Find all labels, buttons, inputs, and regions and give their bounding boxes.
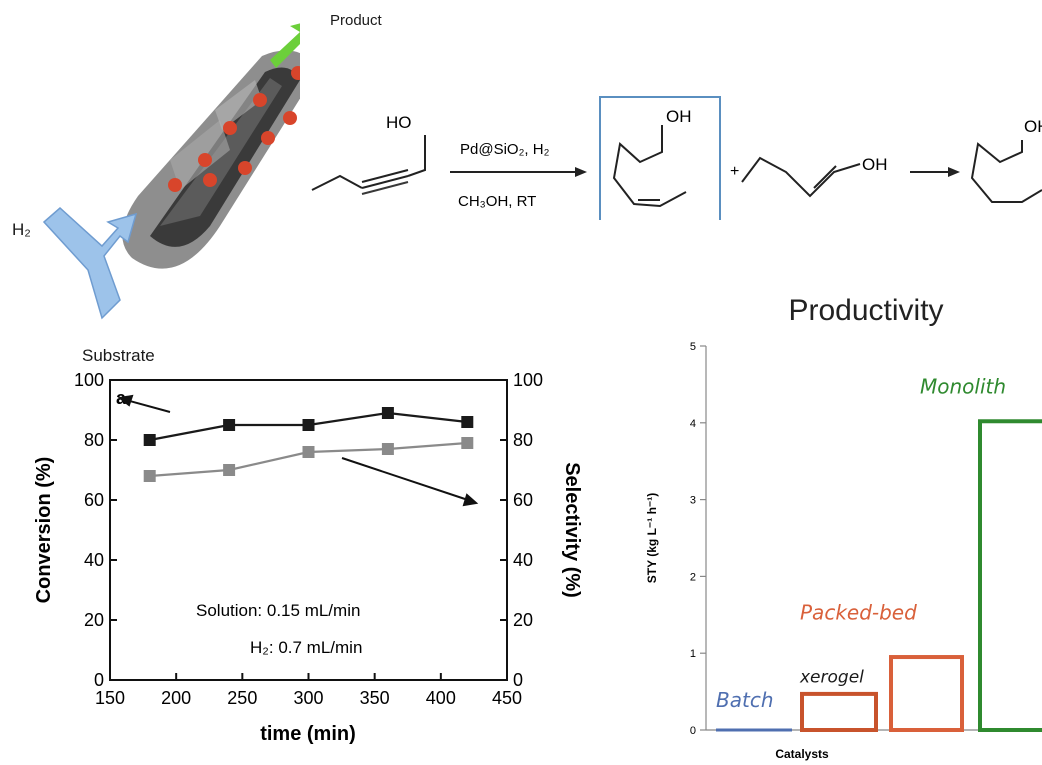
substrate-label: Substrate bbox=[82, 346, 155, 365]
right-axis-arrow bbox=[341, 457, 479, 507]
product-label: Product bbox=[330, 12, 382, 29]
y-tick-label: 5 bbox=[690, 341, 696, 353]
y-tick-label: 1 bbox=[690, 648, 696, 660]
x-tick-label: 300 bbox=[293, 688, 323, 708]
reagent-top: Pd@SiO₂, H₂ bbox=[460, 141, 550, 158]
category-label-xerogel: xerogel bbox=[799, 667, 864, 687]
cis-product-box bbox=[599, 96, 721, 220]
bar-packed-bed bbox=[889, 655, 964, 733]
y2-tick-label: 80 bbox=[513, 430, 533, 450]
inlet-arrow bbox=[42, 206, 138, 320]
bar-xerogel bbox=[800, 691, 878, 732]
y-axis-label: STY (kg L⁻¹ h⁻¹) bbox=[645, 493, 659, 583]
y-tick-label: 3 bbox=[690, 495, 696, 507]
y-tick-label: 0 bbox=[690, 725, 696, 737]
plus-sign: + bbox=[730, 163, 739, 180]
flow-reactor-illustration bbox=[42, 23, 300, 320]
y-tick-label: 4 bbox=[690, 418, 696, 430]
y-tick-label: 60 bbox=[84, 490, 104, 510]
y2-tick-label: 40 bbox=[513, 550, 533, 570]
cis-product-structure bbox=[612, 125, 687, 208]
y-tick-label: 0 bbox=[94, 670, 104, 690]
left-axis-arrow bbox=[117, 394, 171, 413]
y2-tick-label: 60 bbox=[513, 490, 533, 510]
selectivity-data-point bbox=[302, 446, 315, 458]
x-axis-label: time (min) bbox=[260, 723, 356, 745]
reagent-bottom: CH₃OH, RT bbox=[458, 193, 536, 210]
conversion-data-point bbox=[143, 434, 156, 446]
annotation-h2: H₂: 0.7 mL/min bbox=[250, 638, 362, 657]
cis-product-oh-label: OH bbox=[666, 107, 692, 126]
selectivity-data-point bbox=[461, 437, 474, 449]
category-label-packed-bed: Packed-bed bbox=[800, 600, 917, 624]
category-label-monolith: Monolith bbox=[920, 375, 1006, 399]
catalyst-particles bbox=[168, 66, 300, 192]
substrate-structure bbox=[311, 135, 426, 195]
chart-title: Productivity bbox=[788, 294, 943, 327]
x-axis-label: Catalysts bbox=[775, 747, 829, 761]
trans-product-oh-label: OH bbox=[862, 155, 888, 174]
productivity-chart: Productivity 0 1 2 3 4 5 Batch xerogel Packed-b… bbox=[645, 294, 1042, 761]
y2-axis-label: Selectivity (%) bbox=[561, 462, 583, 598]
x-tick-label: 250 bbox=[227, 688, 257, 708]
y-tick-label: 40 bbox=[84, 550, 104, 570]
x-tick-label: 400 bbox=[426, 688, 456, 708]
selectivity-data-point bbox=[143, 470, 156, 482]
conversion-data-point bbox=[381, 407, 394, 419]
reaction-scheme: HO Pd@SiO₂, H₂ CH₃OH, RT OH + OH OH bbox=[311, 96, 1042, 220]
substrate-oh-label: HO bbox=[386, 113, 412, 132]
x-tick-label: 350 bbox=[360, 688, 390, 708]
selectivity-data-point bbox=[223, 464, 236, 476]
annotation-solution: Solution: 0.15 mL/min bbox=[196, 601, 360, 620]
y2-tick-label: 100 bbox=[513, 370, 543, 390]
y-axis-label: Conversion (%) bbox=[33, 457, 55, 604]
x-tick-label: 450 bbox=[492, 688, 522, 708]
y-tick-label: 20 bbox=[84, 610, 104, 630]
h2-label: H₂ bbox=[12, 220, 31, 239]
y2-tick-label: 0 bbox=[513, 670, 523, 690]
conversion-data-point bbox=[223, 419, 236, 431]
category-label-batch: Batch bbox=[716, 688, 774, 712]
selectivity-data-point bbox=[381, 443, 394, 455]
y-tick-label: 100 bbox=[74, 370, 104, 390]
conversion-data-point bbox=[461, 416, 474, 428]
y-tick-label: 2 bbox=[690, 571, 696, 583]
x-tick-label: 150 bbox=[95, 688, 125, 708]
alkane-product-structure bbox=[970, 140, 1042, 203]
alkane-product-oh-label: OH bbox=[1024, 117, 1042, 136]
x-tick-label: 200 bbox=[161, 688, 191, 708]
y-tick-label: 80 bbox=[84, 430, 104, 450]
bar-monolith bbox=[978, 419, 1042, 732]
conversion-data-point bbox=[302, 419, 315, 431]
trans-product-structure bbox=[741, 156, 861, 198]
y2-tick-label: 20 bbox=[513, 610, 533, 630]
product-arrow bbox=[270, 23, 300, 68]
